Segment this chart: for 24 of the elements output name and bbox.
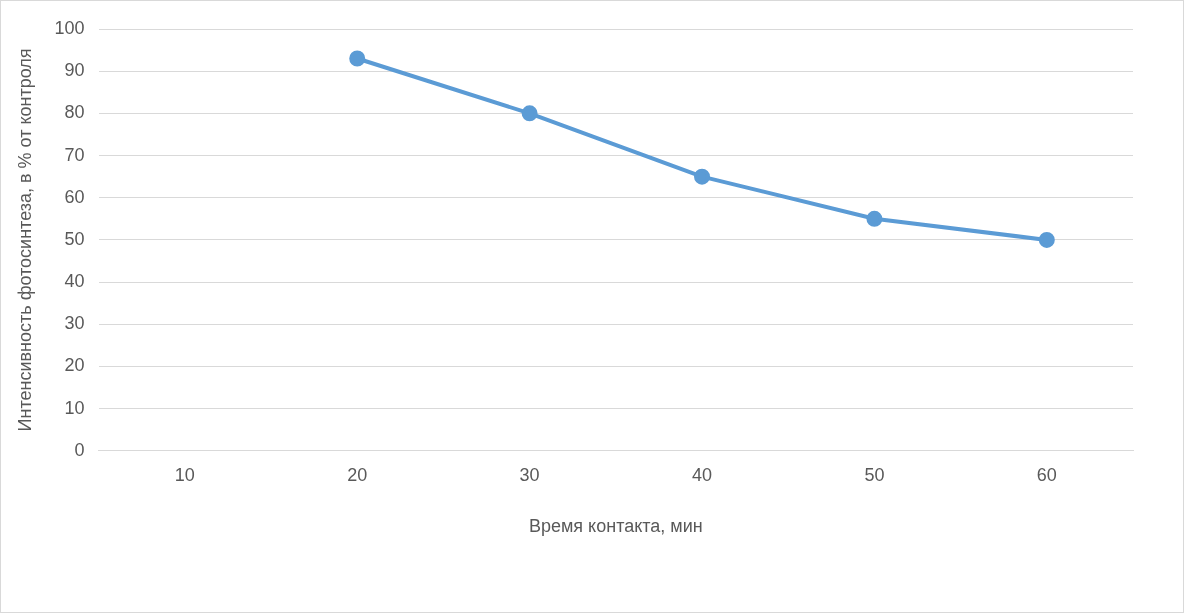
y-tick-label: 70 <box>64 144 85 165</box>
x-tick-label: 60 <box>1036 464 1057 485</box>
y-tick-label: 100 <box>54 17 85 38</box>
point <box>349 50 366 67</box>
y-tick-label: 30 <box>64 313 85 334</box>
x-tick-label: 40 <box>692 464 713 485</box>
y-tick-label: 60 <box>64 186 85 207</box>
y-tick-label: 80 <box>64 102 85 123</box>
x-axis-title: Время контакта, мин <box>528 516 703 537</box>
y-tick-label: 50 <box>64 228 85 249</box>
y-tick-label: 40 <box>64 271 85 292</box>
x-tick-label: 30 <box>519 464 540 485</box>
point <box>1038 231 1055 248</box>
y-tick-label: 90 <box>64 60 85 81</box>
x-tick-label: 50 <box>864 464 885 485</box>
point <box>521 105 538 122</box>
point <box>866 210 883 227</box>
y-tick-label: 10 <box>64 397 85 418</box>
y-tick-label: 20 <box>64 355 85 376</box>
x-tick-label: 20 <box>347 464 368 485</box>
x-tick-label: 10 <box>174 464 195 485</box>
y-tick-label: 0 <box>74 439 85 460</box>
y-axis-title: Интенсивность фотосинтеза, в % от контроля <box>14 48 35 432</box>
point <box>694 168 711 185</box>
